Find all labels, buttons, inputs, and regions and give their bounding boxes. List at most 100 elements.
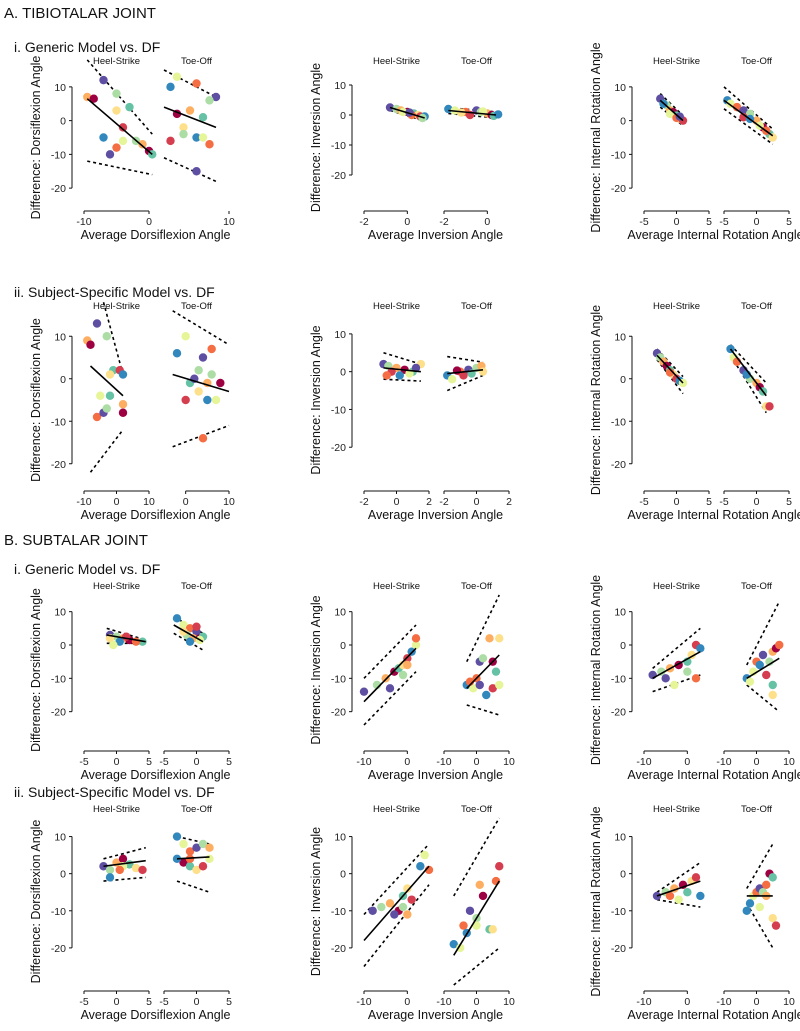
data-point (745, 899, 755, 908)
x-tick-label: -10 (356, 756, 371, 768)
data-point (185, 637, 195, 646)
ci-lower-line (466, 704, 500, 716)
data-point (755, 660, 764, 670)
y-tick-label: -20 (331, 170, 346, 182)
x-tick-label: -2 (359, 496, 368, 508)
x-tick-label: 10 (503, 996, 515, 1008)
data-point (475, 680, 484, 690)
ci-upper-line (729, 344, 767, 384)
y-tick-label: -20 (611, 943, 626, 955)
data-point (742, 906, 751, 915)
ci-lower-line (383, 378, 421, 382)
data-point (112, 143, 121, 152)
data-point (198, 839, 208, 849)
x-tick-label: -10 (716, 756, 731, 768)
x-tick-label: -5 (79, 996, 88, 1008)
panel-title: Heel-Strike (653, 581, 700, 592)
panel-title: Heel-Strike (93, 56, 140, 67)
data-point (457, 108, 466, 117)
data-point (771, 921, 781, 930)
data-point (185, 624, 195, 633)
ci-upper-line (723, 86, 774, 130)
data-point (203, 395, 212, 405)
data-point (181, 332, 190, 341)
data-point (179, 620, 188, 630)
x-tick-label: -5 (639, 496, 648, 508)
y-axis-label: Difference: Inversion Angle (309, 63, 323, 212)
ci-upper-line (363, 843, 430, 916)
row-a-i-title: i. Generic Model vs. DF (14, 39, 160, 55)
data-point (403, 910, 412, 919)
data-point (482, 690, 491, 700)
x-tick-label: 10 (223, 216, 235, 228)
x-axis-label: Average Inversion Angle (368, 508, 503, 522)
panel-title: Toe-Off (741, 804, 772, 815)
y-tick-label: -20 (331, 707, 346, 719)
ci-lower-line (363, 884, 430, 967)
y-tick-label: 10 (334, 607, 346, 619)
data-point (172, 832, 182, 841)
x-tick-label: 0 (114, 496, 120, 508)
data-point (92, 412, 102, 422)
y-tick-label: 0 (620, 640, 626, 652)
data-point (118, 854, 128, 864)
fit-line (656, 354, 684, 384)
panel-4-1: Toe-Off -2 0 2 (439, 301, 512, 508)
panel-title: Heel-Strike (653, 56, 700, 67)
data-point (696, 891, 705, 901)
y-tick-label: 0 (60, 869, 66, 881)
ci-upper-line (656, 861, 701, 893)
ci-lower-line (89, 429, 124, 473)
data-point (185, 847, 195, 856)
data-point (416, 862, 425, 871)
x-tick-label: 5 (786, 496, 792, 508)
data-point (398, 902, 408, 912)
x-axis-label: Average Inversion Angle (368, 228, 503, 242)
data-point (495, 634, 504, 643)
y-tick-label: -20 (51, 459, 66, 471)
data-point (205, 96, 214, 105)
data-point (762, 880, 771, 889)
data-point (198, 353, 208, 362)
fit-line (723, 99, 774, 137)
data-point (192, 843, 201, 852)
row-b-ii-title: ii. Subject-Specific Model vs. DF (14, 784, 215, 800)
data-point (112, 106, 121, 115)
data-point (112, 89, 121, 98)
y-tick-label: -10 (331, 673, 346, 685)
y-tick-label: 0 (60, 374, 66, 386)
y-tick-label: -20 (331, 943, 346, 955)
data-point (194, 366, 203, 375)
data-point (118, 400, 128, 409)
y-tick-label: -10 (51, 673, 66, 685)
chart-3: 10 0 -10 -20 Difference: Dorsiflexion Angle A… (29, 301, 235, 522)
panel-9-1: Toe-Off -5 0 5 (159, 804, 232, 1008)
data-point (775, 640, 784, 650)
data-point (495, 680, 504, 690)
x-tick-label: 5 (706, 216, 712, 228)
y-tick-label: -10 (51, 416, 66, 428)
x-tick-label: 10 (503, 756, 515, 768)
x-tick-label: 0 (194, 996, 200, 1008)
fit-line (652, 650, 701, 680)
y-tick-label: 10 (54, 832, 66, 844)
x-tick-label: -5 (719, 216, 728, 228)
x-axis-label: Average Internal Rotation Angle (627, 768, 800, 782)
data-point (768, 914, 777, 923)
data-point (493, 110, 503, 119)
y-axis-label: Difference: Inversion Angle (309, 325, 323, 474)
x-axis-label: Average Internal Rotation Angle (627, 508, 800, 522)
y-axis-label: Difference: Internal Rotation Angle (589, 806, 603, 996)
panel-title: Toe-Off (181, 581, 212, 592)
data-point (194, 387, 203, 396)
data-point (488, 925, 497, 934)
panel-title: Heel-Strike (93, 581, 140, 592)
panel-title: Toe-Off (741, 581, 772, 592)
data-point (118, 136, 128, 146)
y-axis-label: Difference: Internal Rotation Angle (589, 575, 603, 765)
panel-5-0: Heel-Strike -5 0 5 (639, 301, 712, 508)
ci-upper-line (102, 302, 124, 375)
x-tick-label: 0 (394, 496, 400, 508)
